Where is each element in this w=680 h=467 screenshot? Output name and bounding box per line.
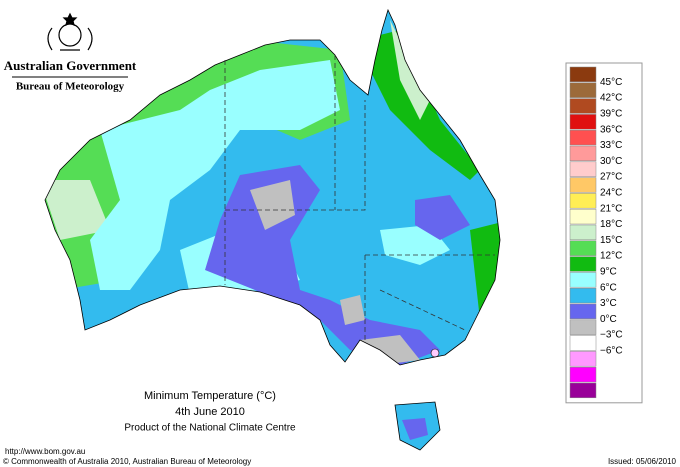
crest: [47, 12, 93, 51]
legend-swatch: [569, 366, 597, 383]
caption-date: 4th June 2010: [175, 406, 245, 418]
legend-label: 39°C: [600, 109, 622, 120]
footer-url: http://www.bom.gov.au: [5, 447, 85, 456]
legend: 45°C 42°C 39°C 36°C 33°C 30°C 27°C 24°C 21°C 18°C…: [565, 62, 643, 404]
legend-label: 21°C: [600, 203, 622, 214]
legend-swatch: [569, 287, 597, 304]
legend-label: 36°C: [600, 124, 622, 135]
legend-swatch: [569, 193, 597, 209]
legend-swatch: [569, 129, 597, 146]
legend-label: 0°C: [600, 314, 617, 325]
legend-swatch: [569, 240, 597, 256]
header-title: Australian Government: [4, 58, 137, 73]
legend-swatch: [569, 98, 597, 114]
legend-swatch: [569, 382, 597, 399]
legend-swatch: [569, 351, 597, 367]
legend-label: −6°C: [600, 346, 623, 357]
legend-swatch: [569, 303, 597, 320]
legend-label: 24°C: [600, 188, 622, 199]
footer-copyright: © Commonwealth of Australia 2010, Austra…: [3, 457, 251, 466]
legend-swatch: [569, 208, 597, 225]
caption-title: Minimum Temperature (°C): [144, 390, 276, 402]
caption-product: Product of the National Climate Centre: [124, 423, 296, 434]
header-subtitle: Bureau of Meteorology: [16, 81, 125, 93]
legend-label: 12°C: [600, 251, 622, 262]
legend-swatch: [569, 256, 597, 272]
legend-label: 27°C: [600, 172, 622, 183]
legend-swatch: [569, 319, 597, 335]
legend-swatch: [569, 66, 597, 83]
legend-swatch: [569, 82, 597, 98]
legend-label: 42°C: [600, 93, 622, 104]
legend-label: 3°C: [600, 298, 617, 309]
legend-label: 33°C: [600, 140, 622, 151]
legend-swatch: [569, 145, 597, 162]
legend-swatch: [569, 335, 597, 351]
legend-label: −3°C: [600, 330, 623, 341]
legend-label: 18°C: [600, 219, 622, 230]
legend-label: 15°C: [600, 235, 622, 246]
legend-label: 30°C: [600, 156, 622, 167]
legend-label: 45°C: [600, 77, 622, 88]
footer-issued: Issued: 05/06/2010: [608, 457, 677, 466]
legend-swatch: [569, 161, 597, 177]
legend-swatch: [569, 272, 597, 288]
legend-swatch: [569, 114, 597, 130]
legend-swatch: [569, 224, 597, 241]
legend-label: 9°C: [600, 267, 617, 278]
legend-swatch: [569, 177, 597, 193]
legend-label: 6°C: [600, 282, 617, 293]
